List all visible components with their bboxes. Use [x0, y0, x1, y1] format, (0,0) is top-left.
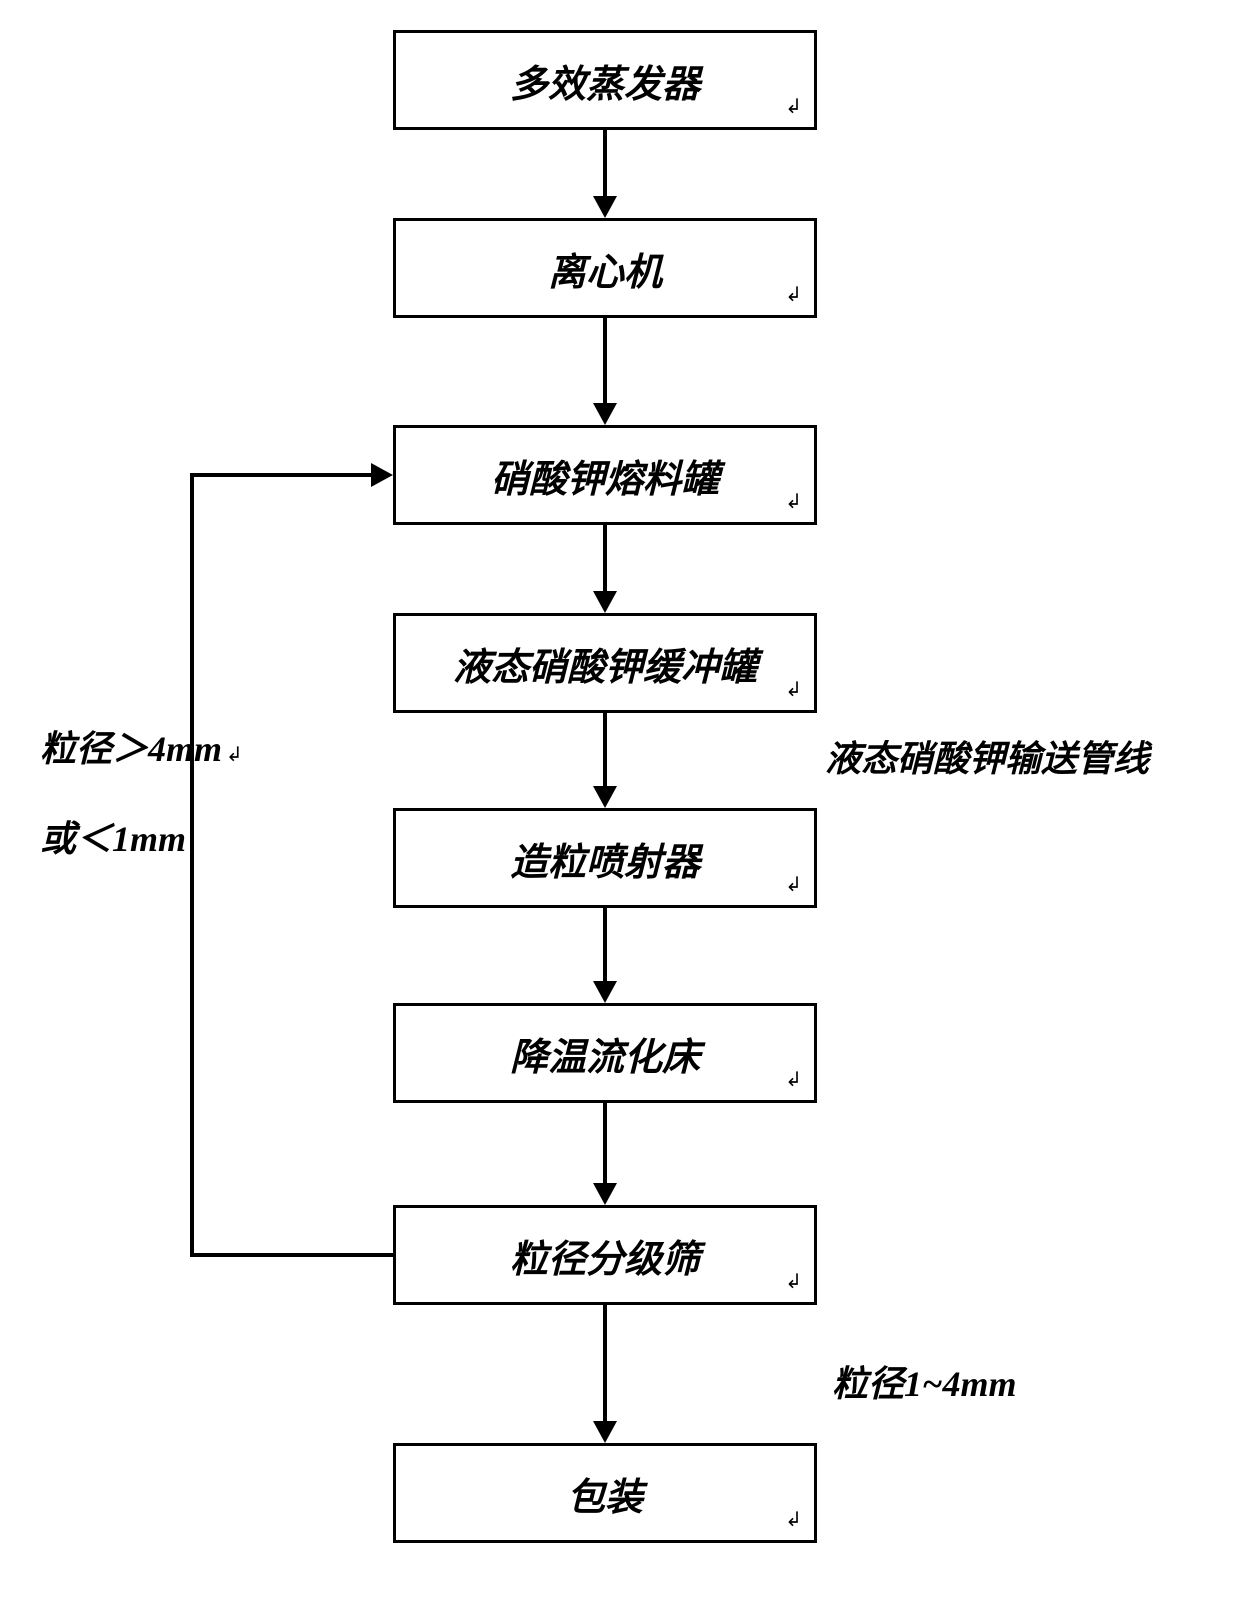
- feedback-label-line2: 或＜1mm: [40, 810, 186, 862]
- return-mark: ↲: [226, 744, 243, 766]
- arrow-right-icon: [371, 463, 393, 487]
- feedback-label-line1: 粒径＞4mm↲: [40, 720, 243, 772]
- node-centrifuge: 离心机 ↲: [393, 218, 817, 318]
- node-label: 降温流化床: [510, 1026, 700, 1081]
- node-packaging: 包装 ↲: [393, 1443, 817, 1543]
- node-label: 包装: [567, 1466, 643, 1521]
- edge-line: [603, 130, 607, 196]
- edge-label-pipeline: 液态硝酸钾输送管线: [825, 730, 1149, 782]
- node-label: 离心机: [548, 241, 662, 296]
- arrow-down-icon: [593, 1421, 617, 1443]
- node-evaporator: 多效蒸发器 ↲: [393, 30, 817, 130]
- feedback-line-v: [190, 473, 194, 1257]
- return-mark: ↲: [785, 1269, 802, 1294]
- node-label: 粒径分级筛: [510, 1228, 700, 1283]
- node-buffer-tank: 液态硝酸钾缓冲罐 ↲: [393, 613, 817, 713]
- return-mark: ↲: [785, 677, 802, 702]
- feedback-line-h-bottom: [190, 1253, 393, 1257]
- edge-line: [603, 318, 607, 403]
- node-melt-tank: 硝酸钾熔料罐 ↲: [393, 425, 817, 525]
- edge-label-size-accept: 粒径1~4mm: [832, 1355, 1017, 1407]
- arrow-down-icon: [593, 591, 617, 613]
- edge-line: [603, 1103, 607, 1183]
- edge-line: [603, 1305, 607, 1421]
- edge-line: [603, 713, 607, 786]
- node-granulator: 造粒喷射器 ↲: [393, 808, 817, 908]
- arrow-down-icon: [593, 196, 617, 218]
- return-mark: ↲: [785, 489, 802, 514]
- return-mark: ↲: [785, 1507, 802, 1532]
- node-label: 多效蒸发器: [510, 53, 700, 108]
- edge-line: [603, 908, 607, 981]
- node-label: 硝酸钾熔料罐: [491, 448, 719, 503]
- return-mark: ↲: [785, 1067, 802, 1092]
- feedback-line-h-top: [190, 473, 371, 477]
- arrow-down-icon: [593, 981, 617, 1003]
- return-mark: ↲: [785, 872, 802, 897]
- flowchart-container: 多效蒸发器 ↲ 离心机 ↲ 硝酸钾熔料罐 ↲ 液态硝酸钾缓冲罐 ↲ 液态硝酸钾输…: [0, 0, 1240, 1598]
- node-label: 液态硝酸钾缓冲罐: [453, 636, 757, 691]
- arrow-down-icon: [593, 403, 617, 425]
- arrow-down-icon: [593, 1183, 617, 1205]
- return-mark: ↲: [785, 282, 802, 307]
- arrow-down-icon: [593, 786, 617, 808]
- node-label: 造粒喷射器: [510, 831, 700, 886]
- edge-line: [603, 525, 607, 591]
- node-sieve: 粒径分级筛 ↲: [393, 1205, 817, 1305]
- node-fluidized-bed: 降温流化床 ↲: [393, 1003, 817, 1103]
- return-mark: ↲: [785, 94, 802, 119]
